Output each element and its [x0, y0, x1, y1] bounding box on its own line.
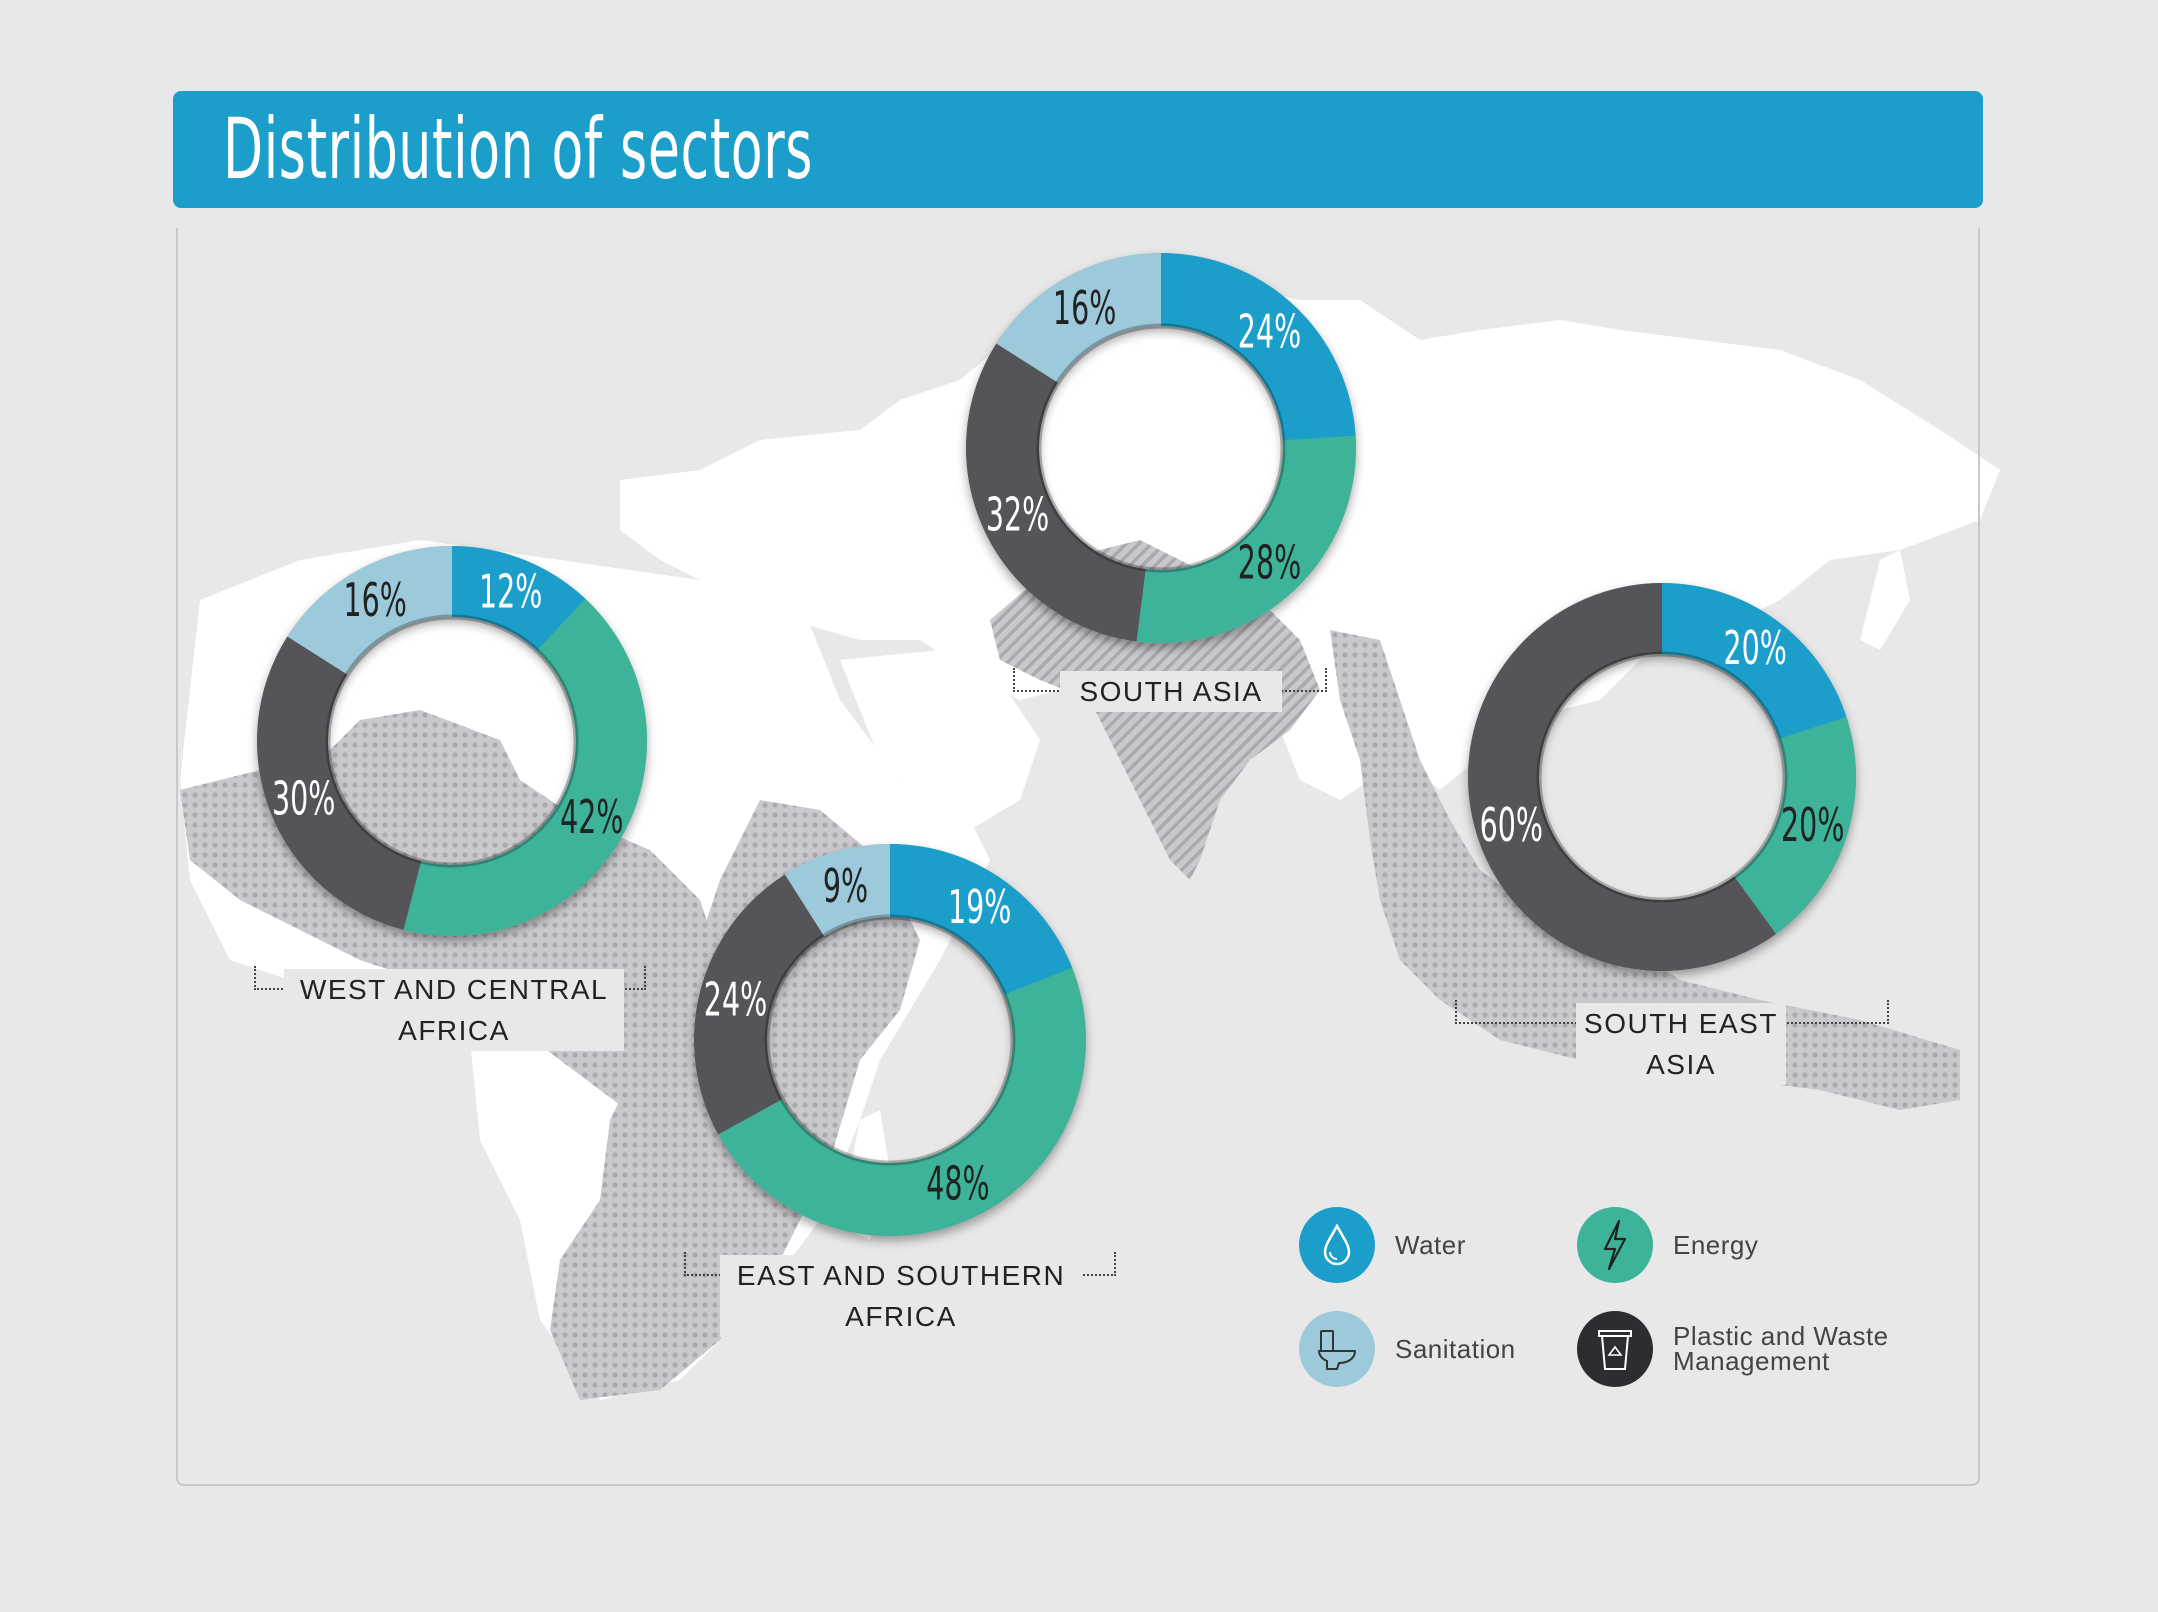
legend-item-energy: Energy: [1577, 1207, 1758, 1283]
region-label-south-asia: SOUTH ASIA: [1060, 671, 1282, 712]
donut-west-central-africa: 12% 42% 30% 16%: [257, 546, 647, 936]
content-frame: [176, 228, 1980, 1486]
donut-label-water: 24%: [1238, 305, 1301, 359]
donut-slice-sanitation: [784, 844, 890, 937]
legend-label-energy: Energy: [1673, 1229, 1759, 1260]
donut-slice-energy: [718, 967, 1087, 1237]
title-bar: Distribution of sectors: [173, 91, 1983, 208]
page-title: Distribution of sectors: [223, 100, 814, 198]
donut-east-southern-africa: 19% 48% 24% 9%: [693, 844, 1087, 1237]
legend-label-sanitation: Sanitation: [1395, 1333, 1516, 1364]
donut-slice-plastic: [693, 874, 825, 1135]
donut-slice-water: [890, 844, 1073, 995]
donut-label-plastic: 32%: [986, 488, 1049, 542]
lightning-bolt-icon: [1577, 1207, 1653, 1283]
donut-slice-sanitation: [996, 252, 1161, 383]
legend-item-plastic: Plastic and Waste Management: [1577, 1311, 1933, 1387]
legend-label-water: Water: [1395, 1229, 1466, 1260]
donut-label-energy: 20%: [1781, 799, 1844, 853]
south-east-asia-region: [1330, 630, 1960, 1110]
region-label-south-east-asia: SOUTH EAST ASIA: [1576, 1003, 1786, 1085]
donut-hole-edge: [325, 614, 579, 868]
donut-slice-water: [1161, 253, 1356, 441]
legend-item-sanitation: Sanitation: [1299, 1311, 1516, 1387]
donut-slice-plastic: [966, 343, 1146, 642]
donut-hole-edge: [1036, 323, 1286, 573]
recycle-bin-icon: [1577, 1311, 1653, 1387]
toilet-icon: [1299, 1311, 1375, 1387]
donut-slice-energy: [1734, 717, 1856, 934]
donut-label-plastic: 30%: [272, 773, 335, 827]
donut-hole-edge: [764, 914, 1016, 1166]
donut-slice-sanitation: [287, 546, 452, 675]
donut-label-energy: 48%: [926, 1157, 989, 1211]
donut-label-water: 12%: [479, 566, 542, 620]
donut-label-energy: 42%: [560, 791, 623, 845]
donut-south-asia: 24% 28% 32% 16%: [966, 252, 1357, 643]
donut-south-east-asia: 20% 20% 60%: [1468, 583, 1856, 971]
donut-slice-energy: [403, 598, 647, 936]
donut-label-sanitation: 9%: [823, 860, 868, 914]
legend-item-water: Water: [1299, 1207, 1466, 1283]
japan-landmass: [1860, 550, 1910, 650]
arabia-landmass: [840, 650, 1040, 830]
region-label-west-central-africa: WEST AND CENTRAL AFRICA: [284, 969, 624, 1051]
donut-slice-water: [1662, 583, 1847, 739]
donut-label-energy: 28%: [1238, 536, 1301, 590]
donut-label-water: 19%: [948, 881, 1011, 935]
donut-slice-plastic: [1468, 583, 1777, 971]
donut-label-water: 20%: [1723, 622, 1786, 676]
donut-label-plastic: 24%: [704, 973, 767, 1027]
legend-label-plastic: Plastic and Waste Management: [1673, 1321, 1889, 1376]
donut-slice-water: [452, 546, 586, 651]
donut-slice-energy: [1136, 435, 1357, 643]
donut-hole-edge: [1536, 651, 1788, 903]
water-drop-icon: [1299, 1207, 1375, 1283]
donut-label-plastic: 60%: [1480, 799, 1543, 853]
donut-label-sanitation: 16%: [1053, 282, 1116, 336]
region-label-east-southern-africa: EAST AND SOUTHERN AFRICA: [720, 1255, 1082, 1337]
donut-label-sanitation: 16%: [343, 574, 406, 628]
donut-slice-plastic: [257, 636, 422, 930]
